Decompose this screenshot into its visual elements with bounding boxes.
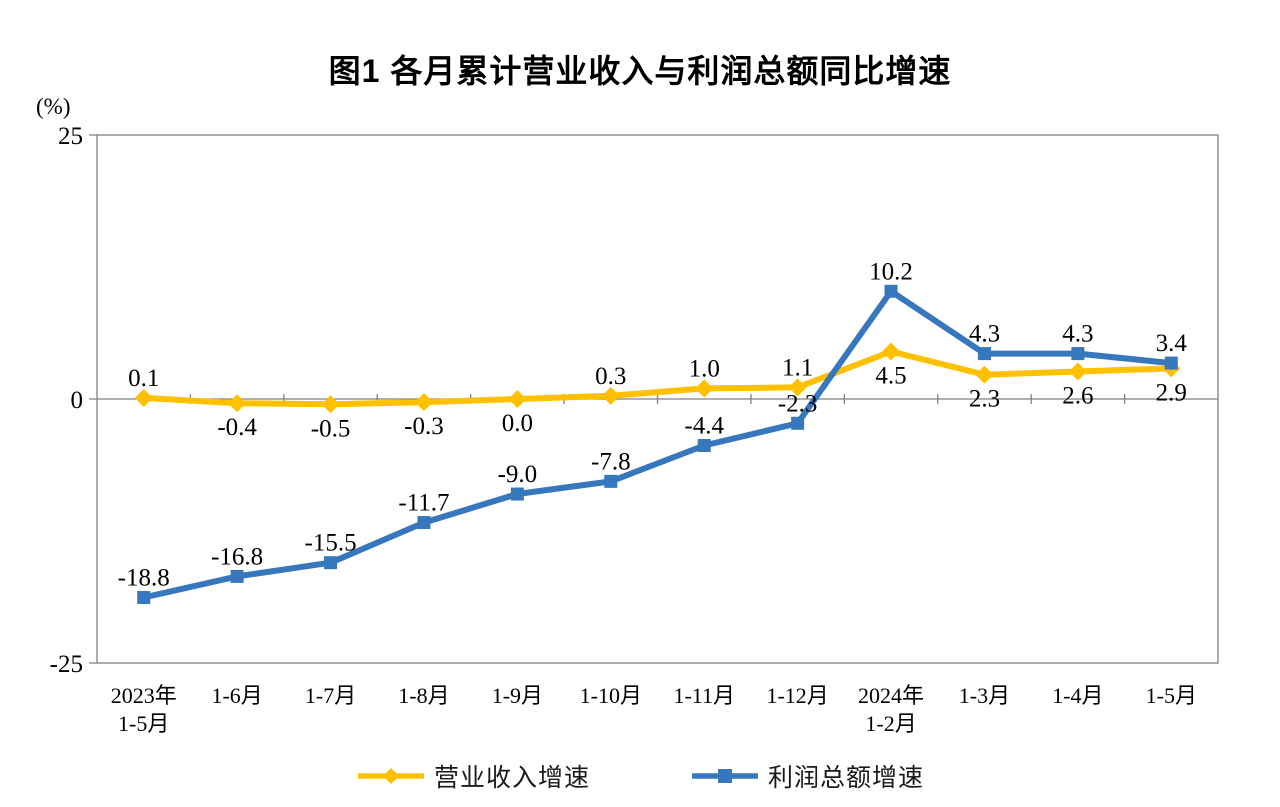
x-axis-label: 1-5月 xyxy=(1146,683,1197,708)
value-label: 1.1 xyxy=(782,354,813,381)
legend-item-profit: 利润总额增速 xyxy=(690,758,924,794)
y-axis-unit: (%) xyxy=(36,94,71,119)
x-axis-label: 1-11月 xyxy=(673,683,735,708)
legend-label-revenue: 营业收入增速 xyxy=(433,765,590,792)
data-point-diamond xyxy=(414,393,433,412)
data-point-diamond xyxy=(134,388,153,407)
x-axis-label: 1-7月 xyxy=(305,683,356,708)
x-axis-label: 2024年 xyxy=(858,683,924,708)
x-axis-label: 1-12月 xyxy=(766,683,828,708)
data-point-diamond xyxy=(228,394,247,413)
value-label: 0.3 xyxy=(595,363,626,390)
data-point-square xyxy=(230,569,244,583)
data-point-square xyxy=(137,591,151,605)
value-label: 1.0 xyxy=(689,355,720,382)
y-tick-label: -25 xyxy=(50,651,83,678)
legend-square-icon xyxy=(718,769,732,783)
x-axis-label: 2023年 xyxy=(111,683,177,708)
x-axis-label: 1-5月 xyxy=(118,711,169,736)
value-label: 2.9 xyxy=(1156,379,1187,406)
value-label: 4.3 xyxy=(1062,321,1093,348)
data-point-diamond xyxy=(882,342,901,361)
data-point-square xyxy=(510,487,524,501)
data-point-diamond xyxy=(788,378,807,397)
value-label: 0.1 xyxy=(128,365,159,392)
value-label: 4.5 xyxy=(875,362,906,389)
data-point-square xyxy=(417,516,431,530)
data-point-diamond xyxy=(695,379,714,398)
x-axis-label: 1-4月 xyxy=(1052,683,1103,708)
value-label: 10.2 xyxy=(869,258,913,285)
value-label: 2.3 xyxy=(969,386,1000,413)
value-label: -16.8 xyxy=(211,543,263,570)
value-label: -9.0 xyxy=(498,461,538,488)
legend-label-profit: 利润总额增速 xyxy=(768,765,925,792)
y-tick-label: 25 xyxy=(58,123,83,150)
x-axis-label: 1-3月 xyxy=(959,683,1010,708)
value-label: 4.3 xyxy=(969,321,1000,348)
data-point-square xyxy=(1071,347,1085,361)
data-point-diamond xyxy=(321,395,340,414)
chart-title: 图1 各月累计营业收入与利润总额同比增速 xyxy=(328,53,952,89)
data-point-square xyxy=(604,474,618,488)
x-axis-label: 1-9月 xyxy=(492,683,543,708)
data-point-square xyxy=(697,438,711,452)
value-label: -18.8 xyxy=(118,565,170,592)
x-axis-label: 1-6月 xyxy=(211,683,262,708)
data-point-diamond xyxy=(1068,362,1087,381)
value-label: -0.5 xyxy=(311,415,351,442)
value-label: -0.3 xyxy=(404,413,444,440)
series-line-0 xyxy=(140,348,1175,408)
profit-line-swatch xyxy=(692,769,758,783)
value-label: -2.3 xyxy=(778,390,818,417)
series-line-1 xyxy=(140,288,1175,601)
value-label: 0.0 xyxy=(502,410,533,437)
data-point-diamond xyxy=(508,390,527,408)
data-point-diamond xyxy=(601,386,620,405)
data-point-diamond xyxy=(975,365,994,384)
data-point-square xyxy=(977,347,991,361)
data-point-square xyxy=(791,416,805,430)
value-label: -15.5 xyxy=(305,530,357,557)
data-point-square xyxy=(884,284,898,298)
x-axis-label: 1-8月 xyxy=(398,683,449,708)
value-label: 3.4 xyxy=(1156,330,1188,357)
value-label: -4.4 xyxy=(684,412,724,439)
x-axis-label: 1-2月 xyxy=(865,711,916,736)
legend: 营业收入增速 利润总额增速 xyxy=(0,758,1280,794)
y-tick-label: 0 xyxy=(71,387,84,414)
legend-diamond-icon xyxy=(382,768,399,784)
legend-item-revenue: 营业收入增速 xyxy=(356,758,590,794)
revenue-line-swatch xyxy=(357,768,424,784)
value-label: -11.7 xyxy=(398,490,449,517)
value-label: 2.6 xyxy=(1062,383,1093,410)
data-point-square xyxy=(1164,356,1178,370)
value-label: -7.8 xyxy=(591,448,631,475)
x-axis-label: 1-10月 xyxy=(580,683,642,708)
data-point-square xyxy=(324,556,338,570)
value-label: -0.4 xyxy=(217,414,257,441)
